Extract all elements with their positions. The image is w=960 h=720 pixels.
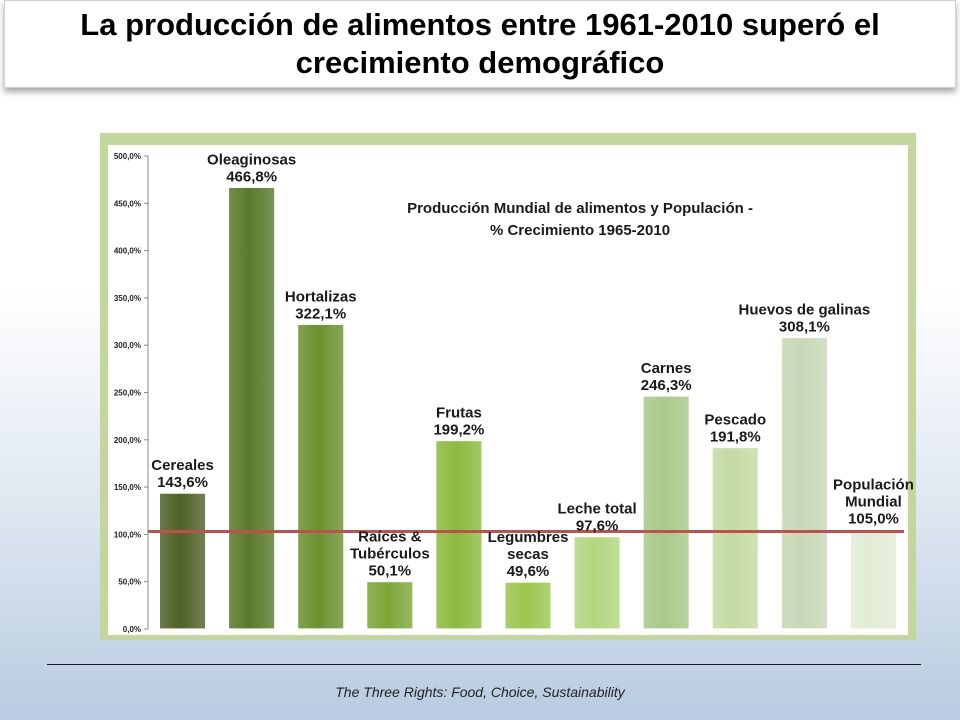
bar — [504, 581, 552, 630]
bar-category-label: Huevos de galinas — [739, 302, 871, 319]
bar — [158, 492, 207, 630]
bar-value-label: 97,6% — [576, 518, 619, 535]
y-tick-label: 400,0% — [114, 247, 141, 256]
bar-category-label: Oleaginosas — [207, 151, 296, 168]
bar-category-label: Pescado — [704, 412, 766, 429]
bar-category-label: secas — [507, 546, 549, 563]
bar — [366, 581, 414, 630]
bar-category-label: Frutas — [436, 405, 482, 422]
bar — [849, 529, 898, 630]
bar — [573, 536, 621, 630]
bar-category-label: Legumbres — [488, 529, 569, 546]
y-tick-label: 50,0% — [118, 578, 141, 587]
footer-rule — [47, 664, 921, 665]
bar-category-label: Leche total — [557, 501, 636, 518]
title-box: La producción de alimentos entre 1961-20… — [4, 0, 956, 88]
bar-value-label: 143,6% — [157, 474, 208, 491]
bar-value-label: 191,8% — [710, 429, 761, 446]
bar — [642, 395, 690, 630]
chart-frame: 0,0% 50,0% 100,0% 150,0% 200,0% 250,0% 300,0% 3… — [100, 133, 916, 640]
bar-category-label: Cereales — [151, 457, 214, 474]
footer-text: The Three Rights: Food, Choice, Sustaina… — [335, 684, 625, 700]
bar-value-label: 199,2% — [433, 422, 484, 439]
bar-category-label: Mundial — [845, 494, 902, 511]
y-tick-label: 100,0% — [114, 530, 141, 539]
bar-value-label: 105,0% — [848, 511, 899, 528]
bar-value-label: 308,1% — [779, 319, 830, 336]
bar-category-label: Carnes — [641, 360, 692, 377]
bar — [780, 336, 829, 630]
y-tick-label: 200,0% — [114, 436, 141, 445]
bar-value-label: 246,3% — [641, 377, 692, 394]
bar — [296, 323, 345, 630]
bar-value-label: 322,1% — [295, 305, 346, 322]
bar-value-label: 50,1% — [369, 563, 412, 580]
bar-category-label: Hortalizas — [285, 288, 357, 305]
y-tick-label: 450,0% — [114, 199, 141, 208]
bar-category-label: Tubérculos — [350, 546, 430, 563]
y-tick-label: 350,0% — [114, 294, 141, 303]
slide-title: La producción de alimentos entre 1961-20… — [80, 7, 880, 80]
bar — [711, 446, 760, 630]
bar-category-label: Raíces & — [358, 529, 422, 546]
chart-title-line: Producción Mundial de alimentos y Popula… — [407, 200, 753, 217]
bar — [435, 439, 483, 630]
y-tick-label: 500,0% — [114, 152, 141, 161]
bar — [227, 186, 276, 630]
bar-category-label: Populación — [833, 477, 914, 494]
bar-chart: 0,0% 50,0% 100,0% 150,0% 200,0% 250,0% 300,0% 3… — [108, 145, 914, 635]
bar-value-label: 466,8% — [226, 168, 277, 185]
y-tick-label: 150,0% — [114, 483, 141, 492]
y-tick-label: 0,0% — [123, 625, 141, 634]
y-tick-label: 250,0% — [114, 389, 141, 398]
chart-title-line: % Crecimiento 1965-2010 — [490, 222, 670, 239]
bar-value-label: 49,6% — [507, 563, 550, 580]
y-tick-label: 300,0% — [114, 341, 141, 350]
